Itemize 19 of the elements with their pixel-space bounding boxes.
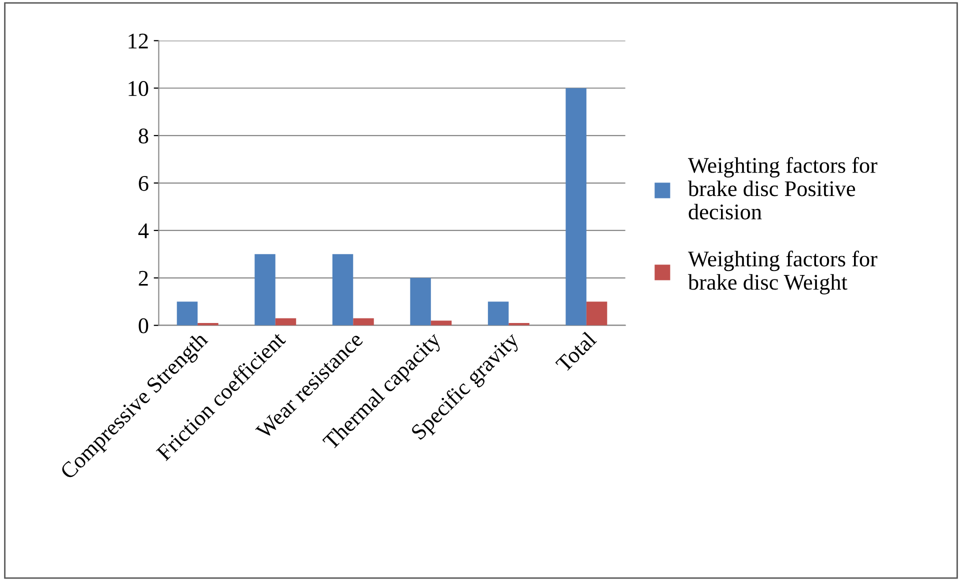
bar [430,320,452,326]
bar [254,254,276,326]
y-tick-label: 12 [128,34,148,48]
bar [488,302,509,326]
legend-label: Weighting factors for brake disc Positive decision [688,157,878,220]
bar [410,278,431,326]
y-tick-label: 4 [138,224,149,238]
y-tick-label: 6 [138,176,148,191]
y-tick-label: 10 [128,81,148,96]
y-tick-label: 2 [138,270,148,286]
y-tick-label: 8 [138,128,148,144]
legend-label: Weighting factors for brake disc Weight [688,250,878,294]
bar [332,254,354,326]
bar [353,318,374,326]
bar [586,302,608,326]
bar [566,88,586,326]
bar [176,302,198,326]
y-tick-label: 0 [138,318,148,334]
bar [275,318,296,326]
